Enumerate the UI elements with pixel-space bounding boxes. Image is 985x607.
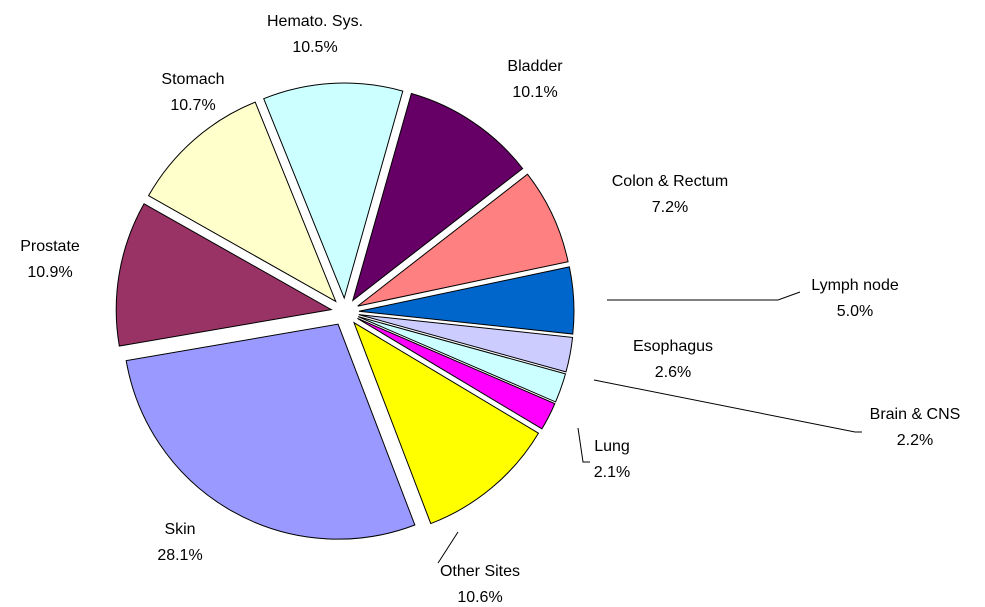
slice-value-label: 5.0% <box>837 303 873 320</box>
slice-label: Prostate <box>20 238 80 255</box>
slice-value-label: 2.2% <box>897 432 933 449</box>
pie-slice <box>125 323 416 540</box>
pie-slice <box>147 101 337 303</box>
slice-label: Other Sites <box>440 563 520 580</box>
leader-line <box>577 427 590 463</box>
slice-label: Lymph node <box>811 277 899 294</box>
slice-value-label: 10.5% <box>292 39 337 56</box>
slice-value-label: 10.7% <box>170 97 215 114</box>
slice-label: Colon & Rectum <box>612 173 729 190</box>
pie-slice <box>357 173 569 307</box>
slice-value-label: 7.2% <box>652 199 688 216</box>
pie-slice <box>351 92 524 302</box>
leader-line <box>437 531 459 564</box>
leader-line <box>593 379 862 433</box>
slice-label: Hemato. Sys. <box>267 13 363 30</box>
slice-label: Lung <box>594 438 630 455</box>
pie-slice <box>115 203 333 347</box>
slice-label: Skin <box>164 521 195 538</box>
slice-value-label: 2.6% <box>655 364 691 381</box>
pie-slice <box>263 82 404 300</box>
pie-slice <box>358 314 574 373</box>
slice-value-label: 10.9% <box>27 264 72 281</box>
slice-label: Bladder <box>507 58 563 75</box>
slice-value-label: 10.6% <box>457 589 502 606</box>
slice-label: Stomach <box>161 71 224 88</box>
slice-value-label: 28.1% <box>157 547 202 564</box>
slice-value-label: 2.1% <box>594 464 630 481</box>
pie-slice <box>358 316 567 403</box>
pie-slice <box>358 266 575 335</box>
slice-value-label: 10.1% <box>512 84 557 101</box>
slice-label: Esophagus <box>633 338 713 355</box>
slice-label: Brain & CNS <box>870 406 961 423</box>
pie-slice <box>353 321 540 525</box>
leader-line <box>607 291 801 301</box>
pie-slice <box>357 317 556 430</box>
